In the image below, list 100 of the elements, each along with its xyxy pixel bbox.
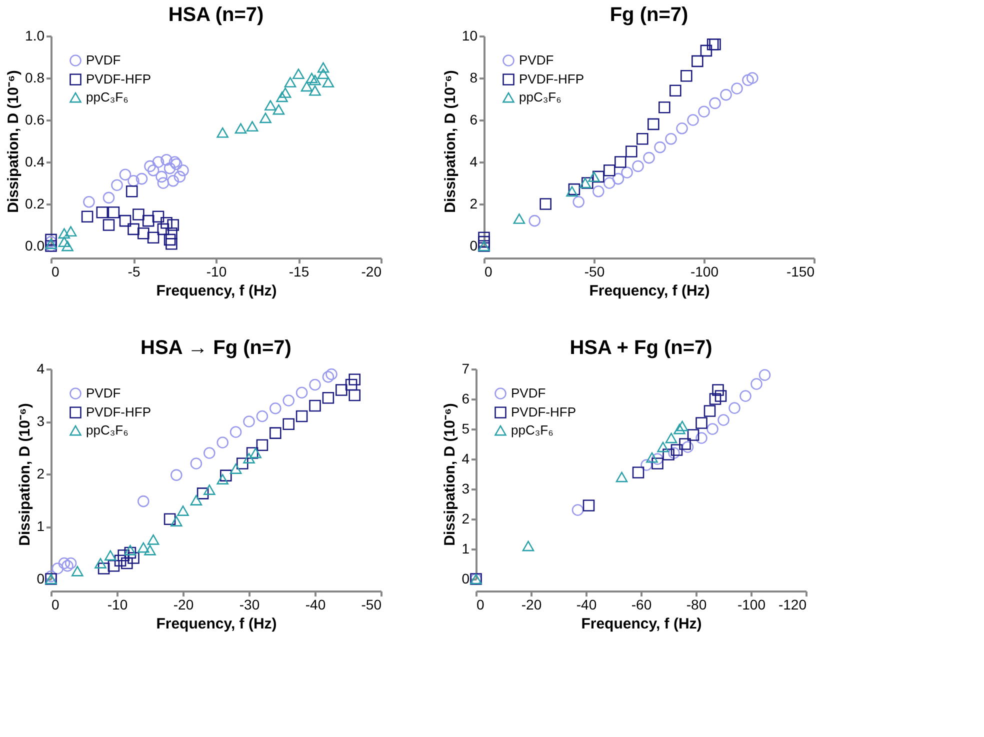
point [157,177,170,189]
point [300,81,313,92]
point [216,474,228,484]
point [98,562,110,574]
point [740,390,752,402]
point [522,540,534,552]
point [94,558,106,568]
point [279,88,292,98]
point [714,390,727,402]
point [220,470,232,482]
point [696,417,708,429]
y-tick-label: 2 [36,466,45,482]
point [108,560,120,572]
point [167,219,179,231]
point [216,127,228,138]
x-tick-label: -20 [173,596,194,612]
y-tick-label: 0 [470,238,478,254]
point [260,112,272,124]
y-tick-label: 7 [462,360,470,376]
point [164,513,176,526]
point [124,544,136,556]
x-tick-label: -40 [576,596,597,612]
point [121,557,133,570]
point [582,500,595,512]
point [652,458,664,470]
x-tick-label: -40 [305,596,326,612]
point [264,100,276,110]
point [256,439,268,452]
point [718,414,730,426]
point [52,562,64,574]
y-tick-label: 0.2 [25,196,45,212]
point [706,423,718,435]
y-tick-label: 2 [470,196,478,212]
point [322,77,334,88]
point [128,175,140,187]
point [246,121,258,132]
point [114,554,126,567]
x-axis-title: Frequency, f (Hz) [589,282,710,300]
legend-label: ppC₃F₆ [86,90,128,104]
point [58,236,70,247]
x-tick-label: 0 [52,264,60,280]
point [322,370,334,383]
point [81,210,94,222]
point [728,402,740,414]
x-tick-label: -30 [239,596,260,612]
point [152,210,164,222]
chart-title: Fg (n=7) [610,4,688,26]
legend-label: PVDF-HFP [519,72,584,86]
x-tick-label: -100 [737,596,766,612]
point [156,170,168,183]
point [652,453,664,465]
point [309,378,321,391]
x-tick-label: -10 [107,596,128,612]
point [58,557,70,570]
y-tick-label: 0.8 [25,70,45,86]
point [687,429,700,441]
point [118,549,130,562]
point [144,544,156,556]
point [216,436,228,448]
point [665,432,678,444]
point [196,488,209,500]
point [276,92,288,102]
point [147,232,160,244]
point [284,77,296,88]
y-tick-label: 1.0 [25,28,45,44]
point [696,432,708,444]
point [108,206,120,218]
legend-label: PVDF-HFP [511,404,576,420]
point [292,68,304,79]
x-tick-label: -20 [361,264,382,280]
point [167,175,179,187]
point [572,504,584,516]
point [124,546,136,559]
point [309,400,321,412]
point [682,441,694,453]
point [336,384,348,396]
point [296,410,308,422]
point [128,223,140,236]
x-tick-label: -10 [206,264,227,280]
x-tick-label: -50 [361,596,382,612]
point [204,484,216,495]
point [309,74,321,86]
point [270,427,282,439]
point [243,416,255,428]
legend-label: ppC₃F₆ [86,422,128,438]
point [640,459,652,471]
point [166,238,178,250]
point [662,448,674,460]
point [142,214,154,227]
point [758,369,771,381]
y-tick-label: 8 [470,70,478,86]
point [243,453,255,464]
point [282,418,294,430]
point [712,384,724,396]
point [246,447,258,459]
point [62,240,74,252]
point [256,410,268,422]
y-axis-title: Dissipation, D (10⁻⁶) [442,70,459,213]
point [132,208,144,220]
point [616,472,628,482]
